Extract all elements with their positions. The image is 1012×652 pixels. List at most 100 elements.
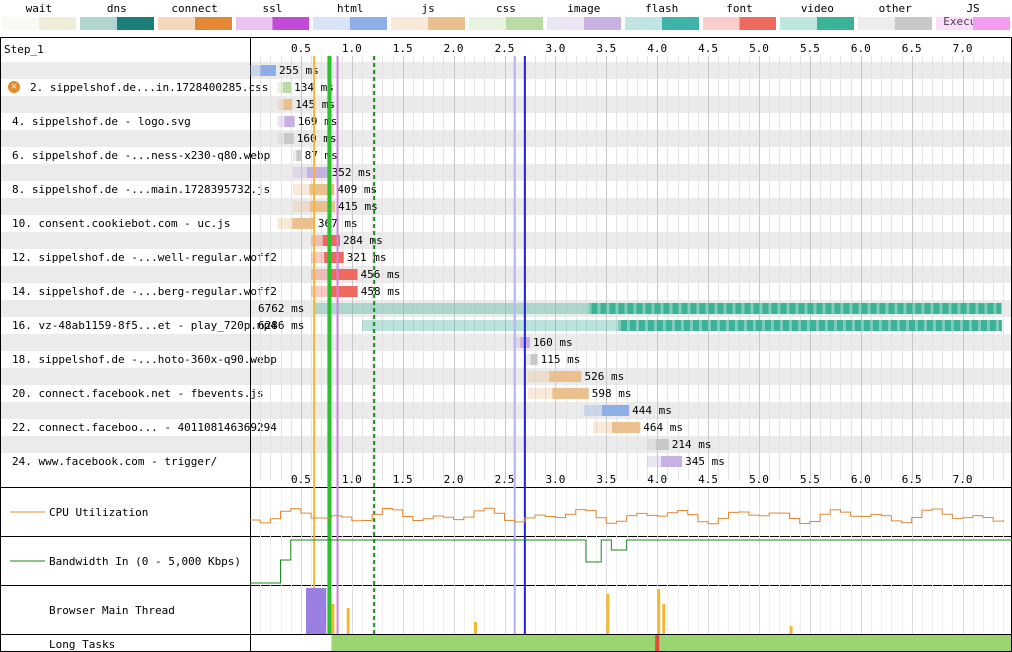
legend-label: js <box>421 2 435 15</box>
request-bar-download <box>661 456 683 467</box>
legend-label: font <box>726 2 753 15</box>
video-chunk <box>597 303 601 314</box>
video-chunk <box>750 303 754 314</box>
request-time: 284 ms <box>343 234 383 247</box>
request-bar-wait <box>277 99 284 110</box>
request-label[interactable]: 6. sippelshof.de -...ness-x230-q80.webp <box>12 149 271 162</box>
legend-label: dns <box>106 2 127 15</box>
axis-tick-top: 4.0 <box>647 42 668 55</box>
video-chunk <box>644 320 648 331</box>
request-time: 87 ms <box>305 149 338 162</box>
request-bar-wait <box>277 133 285 144</box>
request-bar-download <box>611 422 641 433</box>
request-bar-download <box>260 65 276 76</box>
axis-tick-bottom: 4.5 <box>698 473 719 486</box>
video-chunk <box>617 320 621 331</box>
video-chunk <box>786 303 790 314</box>
legend-label: ssl <box>262 2 283 15</box>
video-chunk <box>680 320 684 331</box>
request-label[interactable]: 20. connect.facebook.net - fbevents.js <box>12 387 264 400</box>
request-bar-wait <box>250 65 261 76</box>
video-chunk <box>903 303 907 314</box>
request-bar-wait <box>311 286 330 297</box>
request-label[interactable]: 14. sippelshof.de -...berg-regular.woff2 <box>12 285 277 298</box>
video-chunk <box>887 320 891 331</box>
request-label[interactable]: 18. sippelshof.de -...hoto-360x-q90.webp <box>12 353 277 366</box>
axis-tick-bottom: 5.0 <box>749 473 769 486</box>
request-time: 321 ms <box>347 251 387 264</box>
video-chunk <box>806 320 810 331</box>
request-label[interactable]: 22. connect.faceboo... - 401108146369294 <box>12 421 277 434</box>
request-label[interactable]: 8. sippelshof.de -...main.1728395732.js <box>12 183 271 196</box>
video-chunk <box>842 320 846 331</box>
video-chunk <box>804 303 808 314</box>
request-time: 214 ms <box>672 438 712 451</box>
request-bar-download <box>324 252 344 263</box>
request-bar-wait <box>292 167 308 178</box>
request-bar-download <box>284 116 295 127</box>
request-bar-wait <box>525 354 531 365</box>
video-chunk <box>671 320 675 331</box>
axis-tick-bottom: 3.5 <box>596 473 617 486</box>
request-label[interactable]: 24. www.facebook.com - trigger/ <box>12 455 218 468</box>
request-bar-download <box>309 184 335 195</box>
axis-tick-bottom: 5.5 <box>799 473 820 486</box>
request-bar-download <box>296 150 302 161</box>
request-label[interactable]: 12. sippelshof.de -...well-regular.woff2 <box>12 251 277 264</box>
axis-tick-top: 3.0 <box>545 42 566 55</box>
video-chunk <box>941 320 945 331</box>
axis-tick-top: 7.0 <box>952 42 973 55</box>
legend-swatch <box>235 17 310 30</box>
video-chunk <box>635 320 639 331</box>
request-time: 598 ms <box>592 387 632 400</box>
legend-label: flash <box>645 2 679 15</box>
request-label[interactable]: 4. sippelshof.de - logo.svg <box>12 115 191 128</box>
axis-tick-bottom: 2.5 <box>494 473 515 486</box>
long-tasks-idle <box>331 635 1011 651</box>
main-thread-script-spike <box>662 604 666 634</box>
legend-swatch <box>79 17 154 30</box>
legend-item-js-execution: JS Execution <box>936 0 1010 32</box>
legend-label: html <box>337 2 364 15</box>
cpu-series <box>250 507 1004 525</box>
axis-tick-top: 2.0 <box>443 42 464 55</box>
request-time: 160 ms <box>297 132 337 145</box>
video-chunk <box>896 320 900 331</box>
request-bar-wait <box>361 320 618 331</box>
axis-tick-top: 0.5 <box>290 42 311 55</box>
video-chunk <box>624 303 628 314</box>
legend-item-video: video <box>780 0 855 32</box>
request-bar-download <box>552 388 589 399</box>
request-label[interactable]: 2. sippelshof.de...in.1728400285.css <box>30 81 269 94</box>
request-label[interactable]: 10. consent.cookiebot.com - uc.js <box>12 217 231 230</box>
axis-tick-bottom: 3.0 <box>545 473 566 486</box>
video-chunk <box>761 320 765 331</box>
request-bar-wait <box>647 456 662 467</box>
legend-swatch <box>313 17 388 30</box>
request-bar-wait <box>311 235 323 246</box>
video-chunk <box>777 303 781 314</box>
video-chunk <box>878 320 882 331</box>
legend-item-css: css <box>469 0 543 32</box>
request-bar-download <box>329 286 358 297</box>
request-label[interactable]: 16. vz-48ab1159-8f5...et - play_720p.mp4 <box>12 319 277 332</box>
video-chunk <box>849 303 853 314</box>
request-time: 526 ms <box>584 370 624 383</box>
request-bar-wait <box>277 82 283 93</box>
video-chunk <box>860 320 864 331</box>
legend-swatch <box>391 17 466 30</box>
video-chunk <box>689 320 693 331</box>
request-bar-download <box>284 133 294 144</box>
video-chunk <box>660 303 664 314</box>
axis-tick-top: 3.5 <box>596 42 617 55</box>
video-chunk <box>813 303 817 314</box>
video-chunk <box>723 303 727 314</box>
video-chunk <box>633 303 637 314</box>
request-time: 255 ms <box>279 64 319 77</box>
request-time: 6286 ms <box>258 319 304 332</box>
request-time: 409 ms <box>337 183 377 196</box>
legend-label: connect <box>171 2 218 15</box>
request-time: 160 ms <box>533 336 573 349</box>
legend-item-font: font <box>702 0 777 32</box>
